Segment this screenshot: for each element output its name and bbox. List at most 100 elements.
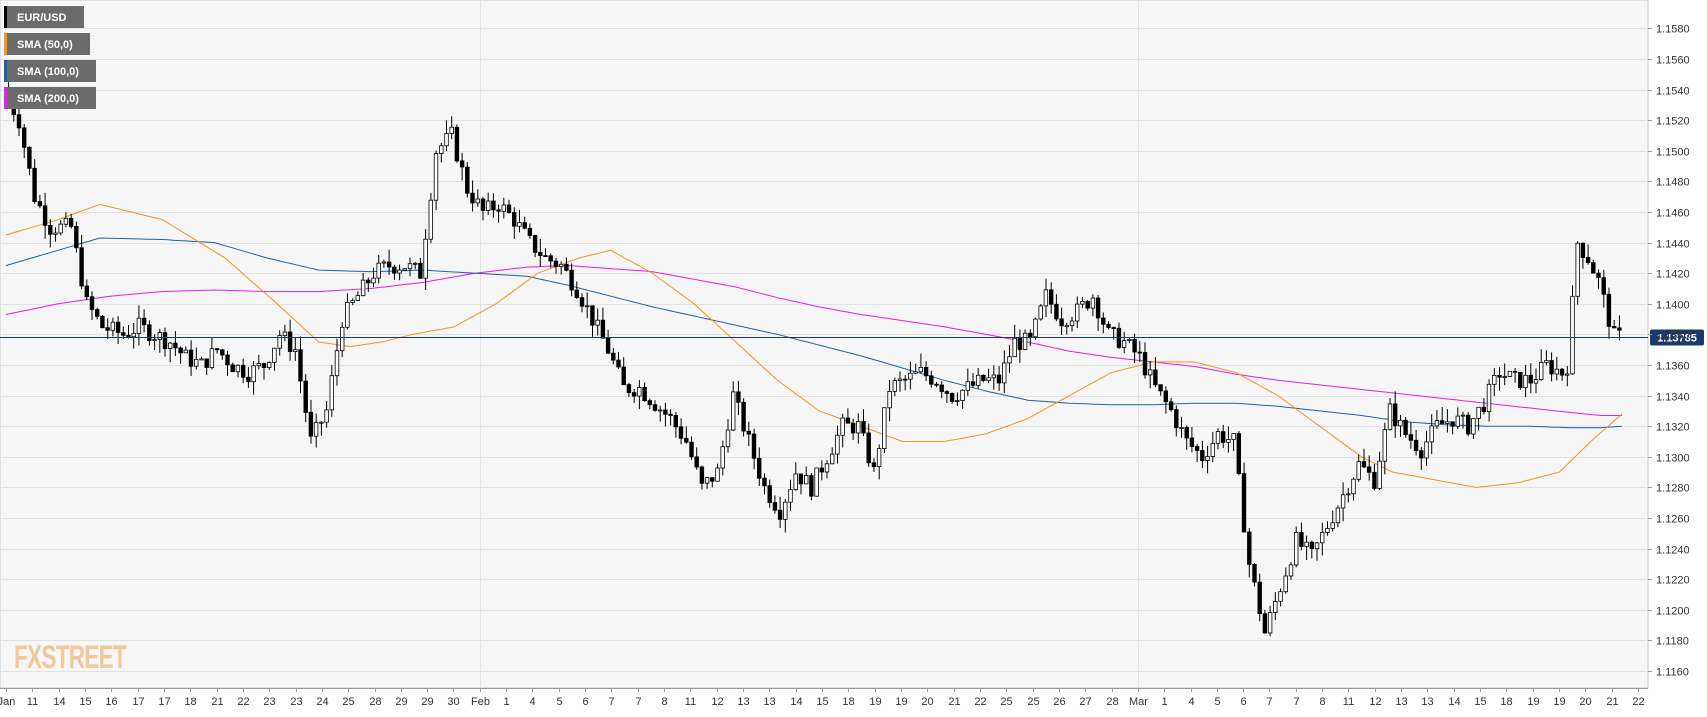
candle-body-down (27, 146, 32, 169)
candle (949, 392, 955, 404)
candle (605, 329, 611, 355)
candle-body-up (235, 364, 241, 373)
candle-body-down (871, 462, 877, 468)
candle (1132, 333, 1137, 364)
candle-body-up (1382, 429, 1387, 462)
candle-body-down (845, 417, 851, 424)
candle-body-up (731, 391, 736, 431)
candle-body-up (53, 232, 58, 235)
candle-body-down (944, 391, 950, 394)
candle-body-up (1325, 528, 1330, 533)
candle-body-down (642, 386, 647, 401)
candle (658, 405, 663, 422)
candle-body-down (1466, 414, 1471, 435)
y-tick-label: 1.1320 (1656, 422, 1690, 434)
legend-item-background (4, 33, 90, 55)
candle (1450, 421, 1455, 435)
candle-body-down (970, 381, 976, 386)
candle-body-up (1565, 373, 1570, 376)
candle (204, 358, 209, 375)
candle-body-up (965, 381, 970, 391)
candle-body-down (1419, 450, 1424, 459)
candle (1512, 367, 1518, 383)
candle-body-down (1153, 369, 1158, 386)
candle-body-down (1403, 419, 1408, 435)
candle-body-up (1075, 303, 1080, 322)
candle-body-down (981, 374, 986, 381)
candle-body-down (699, 466, 705, 484)
candle-body-down (68, 217, 74, 227)
sma-50-line (5, 203, 1623, 488)
candle (767, 479, 772, 508)
candle (209, 337, 215, 370)
candle (1492, 368, 1497, 396)
x-tick-label: 25 (342, 696, 354, 708)
x-tick-label: 5 (556, 696, 562, 708)
candle (1544, 350, 1549, 366)
candle-body-down (225, 354, 230, 366)
candle-body-down (1247, 531, 1252, 565)
candle-body-up (1356, 461, 1361, 480)
candle (501, 197, 506, 219)
candle-body-down (470, 192, 475, 204)
candle (986, 368, 991, 384)
candle (1309, 540, 1314, 559)
candle (475, 189, 480, 207)
candle (1617, 315, 1622, 341)
candle (1179, 416, 1184, 438)
candle-body-up (1544, 360, 1549, 363)
candle (1439, 407, 1445, 424)
candle (1299, 522, 1304, 551)
candle (329, 364, 334, 417)
candle (1278, 588, 1283, 607)
candle (470, 180, 475, 212)
candle-body-up (637, 386, 642, 397)
x-tick-label: Mar (1129, 696, 1148, 708)
candle-body-down (454, 126, 460, 162)
candle (1325, 521, 1330, 536)
candle-body-down (392, 266, 397, 274)
candle (1273, 592, 1278, 620)
x-tick-label: 23 (290, 696, 302, 708)
candle-body-down (579, 297, 585, 307)
candle (897, 371, 903, 392)
candle (1095, 294, 1101, 331)
y-tick-label: 1.1520 (1656, 116, 1690, 128)
candle (1481, 398, 1486, 415)
candle-body-down (527, 227, 533, 236)
candle-body-down (1591, 262, 1596, 274)
candle-body-down (1241, 473, 1247, 533)
candle (887, 379, 892, 422)
candle-body-down (741, 401, 746, 432)
candle-body-up (1429, 425, 1434, 443)
candle (1215, 428, 1221, 450)
candle-body-down (710, 477, 715, 482)
candle-body-down (1450, 421, 1455, 427)
candle (459, 152, 465, 181)
candle (110, 317, 115, 337)
x-tick-label: 13 (1421, 696, 1433, 708)
candle-body-up (407, 263, 413, 270)
candle-body-down (1309, 541, 1314, 550)
x-tick-label: 22 (237, 696, 249, 708)
candle-body-down (746, 430, 751, 435)
legend-item: EUR/USD (4, 6, 84, 28)
x-tick-label: Jan (0, 696, 15, 708)
candle-body-up (1320, 532, 1325, 544)
candle (1539, 349, 1544, 381)
candle (1262, 609, 1268, 634)
legend-item: SMA (50,0) (4, 33, 90, 55)
x-tick-label: 1 (503, 696, 509, 708)
candle (788, 479, 793, 511)
candle (1210, 431, 1215, 463)
candle (960, 389, 965, 409)
candle (850, 418, 856, 440)
candle-body-up (585, 305, 590, 308)
candle (1168, 397, 1174, 412)
candle-body-up (1346, 493, 1351, 496)
x-tick-label: 11 (27, 696, 38, 708)
y-axis: 1.1160 1.1180 1.1200 1.1220 1.1240 1.1260 1.12… (1648, 24, 1690, 679)
candle-body-down (611, 352, 616, 361)
